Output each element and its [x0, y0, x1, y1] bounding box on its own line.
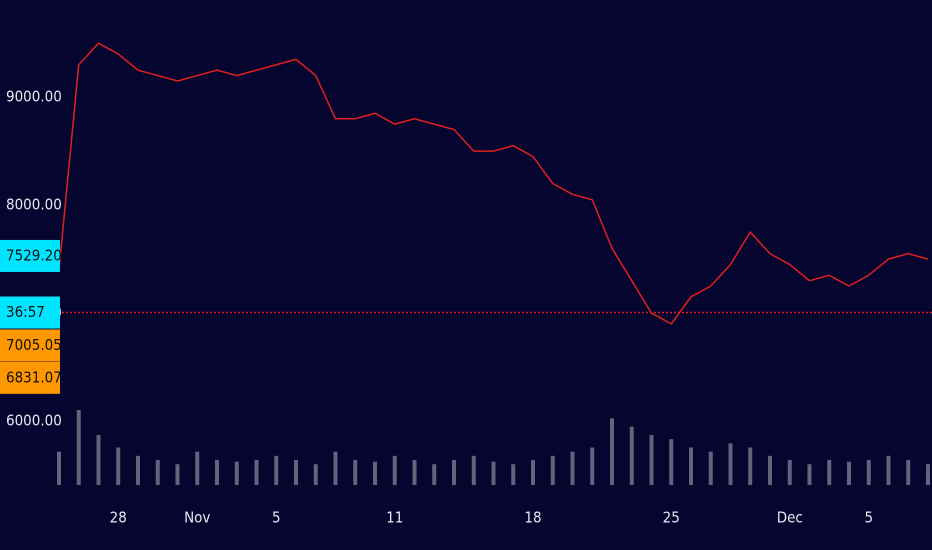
volume-bar: [234, 461, 239, 485]
volume-bar: [866, 460, 871, 485]
volume-bar: [807, 464, 812, 485]
volume-bar: [195, 451, 200, 485]
x-tick-label: Dec: [777, 509, 803, 527]
volume-bar: [748, 447, 753, 485]
y-tick-label: 8000.00: [6, 196, 62, 214]
volume-bar: [570, 451, 575, 485]
price-badge-label: 7529.20: [6, 246, 62, 264]
volume-bar: [689, 447, 693, 485]
volume-bar: [392, 455, 397, 485]
volume-bar: [669, 439, 674, 485]
volume-bar: [906, 460, 911, 485]
x-tick-label: 18: [524, 509, 541, 527]
volume-bar: [511, 464, 516, 485]
volume-bar: [787, 460, 792, 485]
volume-bar: [254, 460, 259, 485]
volume-bar: [294, 460, 298, 485]
volume-bar: [847, 461, 851, 485]
volume-bar: [728, 443, 733, 485]
volume-bar: [432, 464, 437, 485]
x-tick-label: 25: [663, 509, 680, 527]
volume-bar: [116, 447, 121, 485]
price-badge: [0, 329, 60, 362]
x-tick-label: 5: [272, 509, 281, 527]
volume-bar: [333, 451, 338, 485]
volume-bar: [926, 464, 930, 485]
volume-bar: [550, 455, 555, 485]
volume-bar: [708, 451, 713, 485]
volume-bar: [215, 460, 219, 485]
volume-bar: [610, 418, 614, 485]
price-badge: [0, 296, 60, 329]
volume-bar: [76, 410, 81, 485]
x-tick-label: Nov: [184, 509, 210, 527]
volume-bar: [491, 461, 496, 485]
volume-bar: [353, 460, 358, 485]
volume-bar: [57, 451, 61, 485]
volume-bar: [827, 460, 832, 485]
y-tick-label: 9000.00: [6, 88, 62, 106]
volume-bar: [452, 460, 456, 485]
volume-bar: [629, 426, 634, 485]
volume-bar: [471, 455, 476, 485]
price-badge: [0, 239, 60, 272]
volume-bar: [155, 460, 160, 485]
price-line: [58, 42, 929, 325]
x-tick-label: 11: [386, 509, 403, 527]
x-tick-label: 28: [110, 509, 127, 527]
volume-bar: [412, 460, 417, 485]
volume-bar: [175, 464, 180, 485]
volume-bar: [136, 455, 140, 485]
volume-bar: [768, 455, 772, 485]
volume-bar: [313, 464, 318, 485]
price-badge-label: 6831.07: [6, 368, 62, 386]
price-badge-label: 36:57: [6, 303, 45, 321]
volume-bar: [649, 435, 654, 485]
volume-bar: [373, 461, 377, 485]
y-tick-label: 6000.00: [6, 412, 62, 430]
volume-bar: [274, 455, 279, 485]
volume-bar: [96, 435, 101, 485]
price-badge: [0, 361, 60, 394]
volume-bar: [590, 447, 595, 485]
volume-bar: [886, 455, 891, 485]
price-badge-label: 7005.05: [6, 336, 62, 354]
x-tick-label: 5: [864, 509, 873, 527]
volume-bar: [531, 460, 535, 485]
